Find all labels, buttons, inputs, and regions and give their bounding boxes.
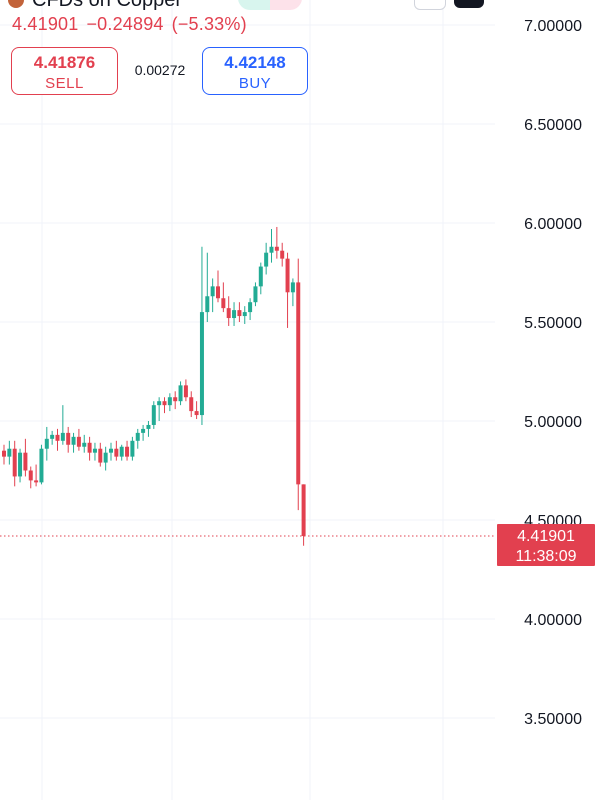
y-tick-label: 6.50000 xyxy=(524,117,582,134)
candle-up xyxy=(242,312,247,317)
candle-down xyxy=(296,282,301,485)
spread-value: 0.00272 xyxy=(134,62,186,78)
price-summary: 4.41901 −0.24894 (−5.33%) xyxy=(12,14,255,35)
candle-up xyxy=(18,452,23,477)
candle-up xyxy=(178,385,183,402)
candle-up xyxy=(50,434,55,439)
candle-up xyxy=(258,266,263,287)
market-status-badge[interactable] xyxy=(238,0,302,10)
symbol-title: CFDs on Copper xyxy=(32,0,182,12)
candle-up xyxy=(146,424,151,429)
price-change-percent: (−5.33%) xyxy=(171,14,247,34)
candle-down xyxy=(66,432,71,445)
y-tick-label: 7.00000 xyxy=(524,18,582,35)
y-tick-label: 5.50000 xyxy=(524,315,582,332)
symbol-title-row[interactable]: CFDs on Copper xyxy=(8,0,182,11)
candle-down xyxy=(285,258,290,293)
y-tick-label: 3.50000 xyxy=(524,711,582,728)
candle-up xyxy=(135,432,140,441)
candle-up xyxy=(82,442,87,447)
buy-price: 4.42148 xyxy=(224,53,286,72)
candle-up xyxy=(290,282,295,293)
candle-up xyxy=(39,448,44,483)
candle-down xyxy=(76,436,81,447)
y-tick-label: 5.00000 xyxy=(524,414,582,431)
candle-down xyxy=(280,250,285,259)
candle-down xyxy=(237,310,242,317)
candle-up xyxy=(199,312,204,416)
candle-down xyxy=(162,401,167,406)
candle-up xyxy=(253,286,258,303)
candle-down xyxy=(189,397,194,412)
candle-up xyxy=(141,428,146,433)
candle-up xyxy=(205,296,210,313)
candle-up xyxy=(269,246,274,253)
sell-button[interactable]: 4.41876 SELL xyxy=(11,47,118,95)
candle-up xyxy=(103,452,108,463)
y-tick-label: 6.00000 xyxy=(524,216,582,233)
last-price-badge xyxy=(497,524,595,567)
chart-header: CFDs on Copper 4.41901 −0.24894 (−5.33%) 4… xyxy=(0,0,495,100)
bar-countdown-label: 11:38:09 xyxy=(515,548,576,565)
candle-up xyxy=(232,310,237,319)
candle-down xyxy=(216,286,220,299)
candle-down xyxy=(301,484,306,537)
candle-up xyxy=(44,438,49,449)
candle-down xyxy=(34,480,39,483)
candle-down xyxy=(114,448,119,457)
candle-down xyxy=(274,246,279,251)
candle-down xyxy=(226,308,231,319)
candle-down xyxy=(23,452,28,471)
candle-down xyxy=(55,434,60,441)
candle-up xyxy=(157,401,162,406)
candle-up xyxy=(151,405,156,425)
candle-up xyxy=(210,286,215,297)
candle-up xyxy=(92,448,97,453)
candle-down xyxy=(87,442,92,453)
toolbar-dark-button[interactable] xyxy=(454,0,484,8)
price-change: −0.24894 xyxy=(86,14,164,34)
candle-down xyxy=(28,470,33,481)
candle-down xyxy=(12,448,17,477)
candle-up xyxy=(71,436,76,445)
sell-label: SELL xyxy=(45,75,84,92)
toolbar-button[interactable] xyxy=(414,0,446,10)
buy-button[interactable]: 4.42148 BUY xyxy=(202,47,308,95)
sell-price: 4.41876 xyxy=(33,53,96,72)
candle-down xyxy=(2,450,6,457)
candle-up xyxy=(7,448,12,457)
candle-up xyxy=(167,397,172,406)
candle-up xyxy=(248,302,253,313)
last-price-label: 4.41901 xyxy=(517,528,575,545)
candle-up xyxy=(264,252,269,267)
candle-down xyxy=(173,397,178,402)
last-price: 4.41901 xyxy=(12,14,79,34)
candle-up xyxy=(60,432,65,441)
y-tick-label: 4.00000 xyxy=(524,612,582,629)
copper-symbol-icon xyxy=(8,0,24,8)
candle-down xyxy=(194,411,199,416)
buy-label: BUY xyxy=(238,75,272,92)
candle-up xyxy=(109,448,113,453)
candle-down xyxy=(98,448,103,463)
candle-down xyxy=(125,446,130,457)
candle-down xyxy=(221,298,226,309)
candle-up xyxy=(119,446,124,457)
candle-up xyxy=(130,440,135,457)
candle-down xyxy=(183,385,188,398)
